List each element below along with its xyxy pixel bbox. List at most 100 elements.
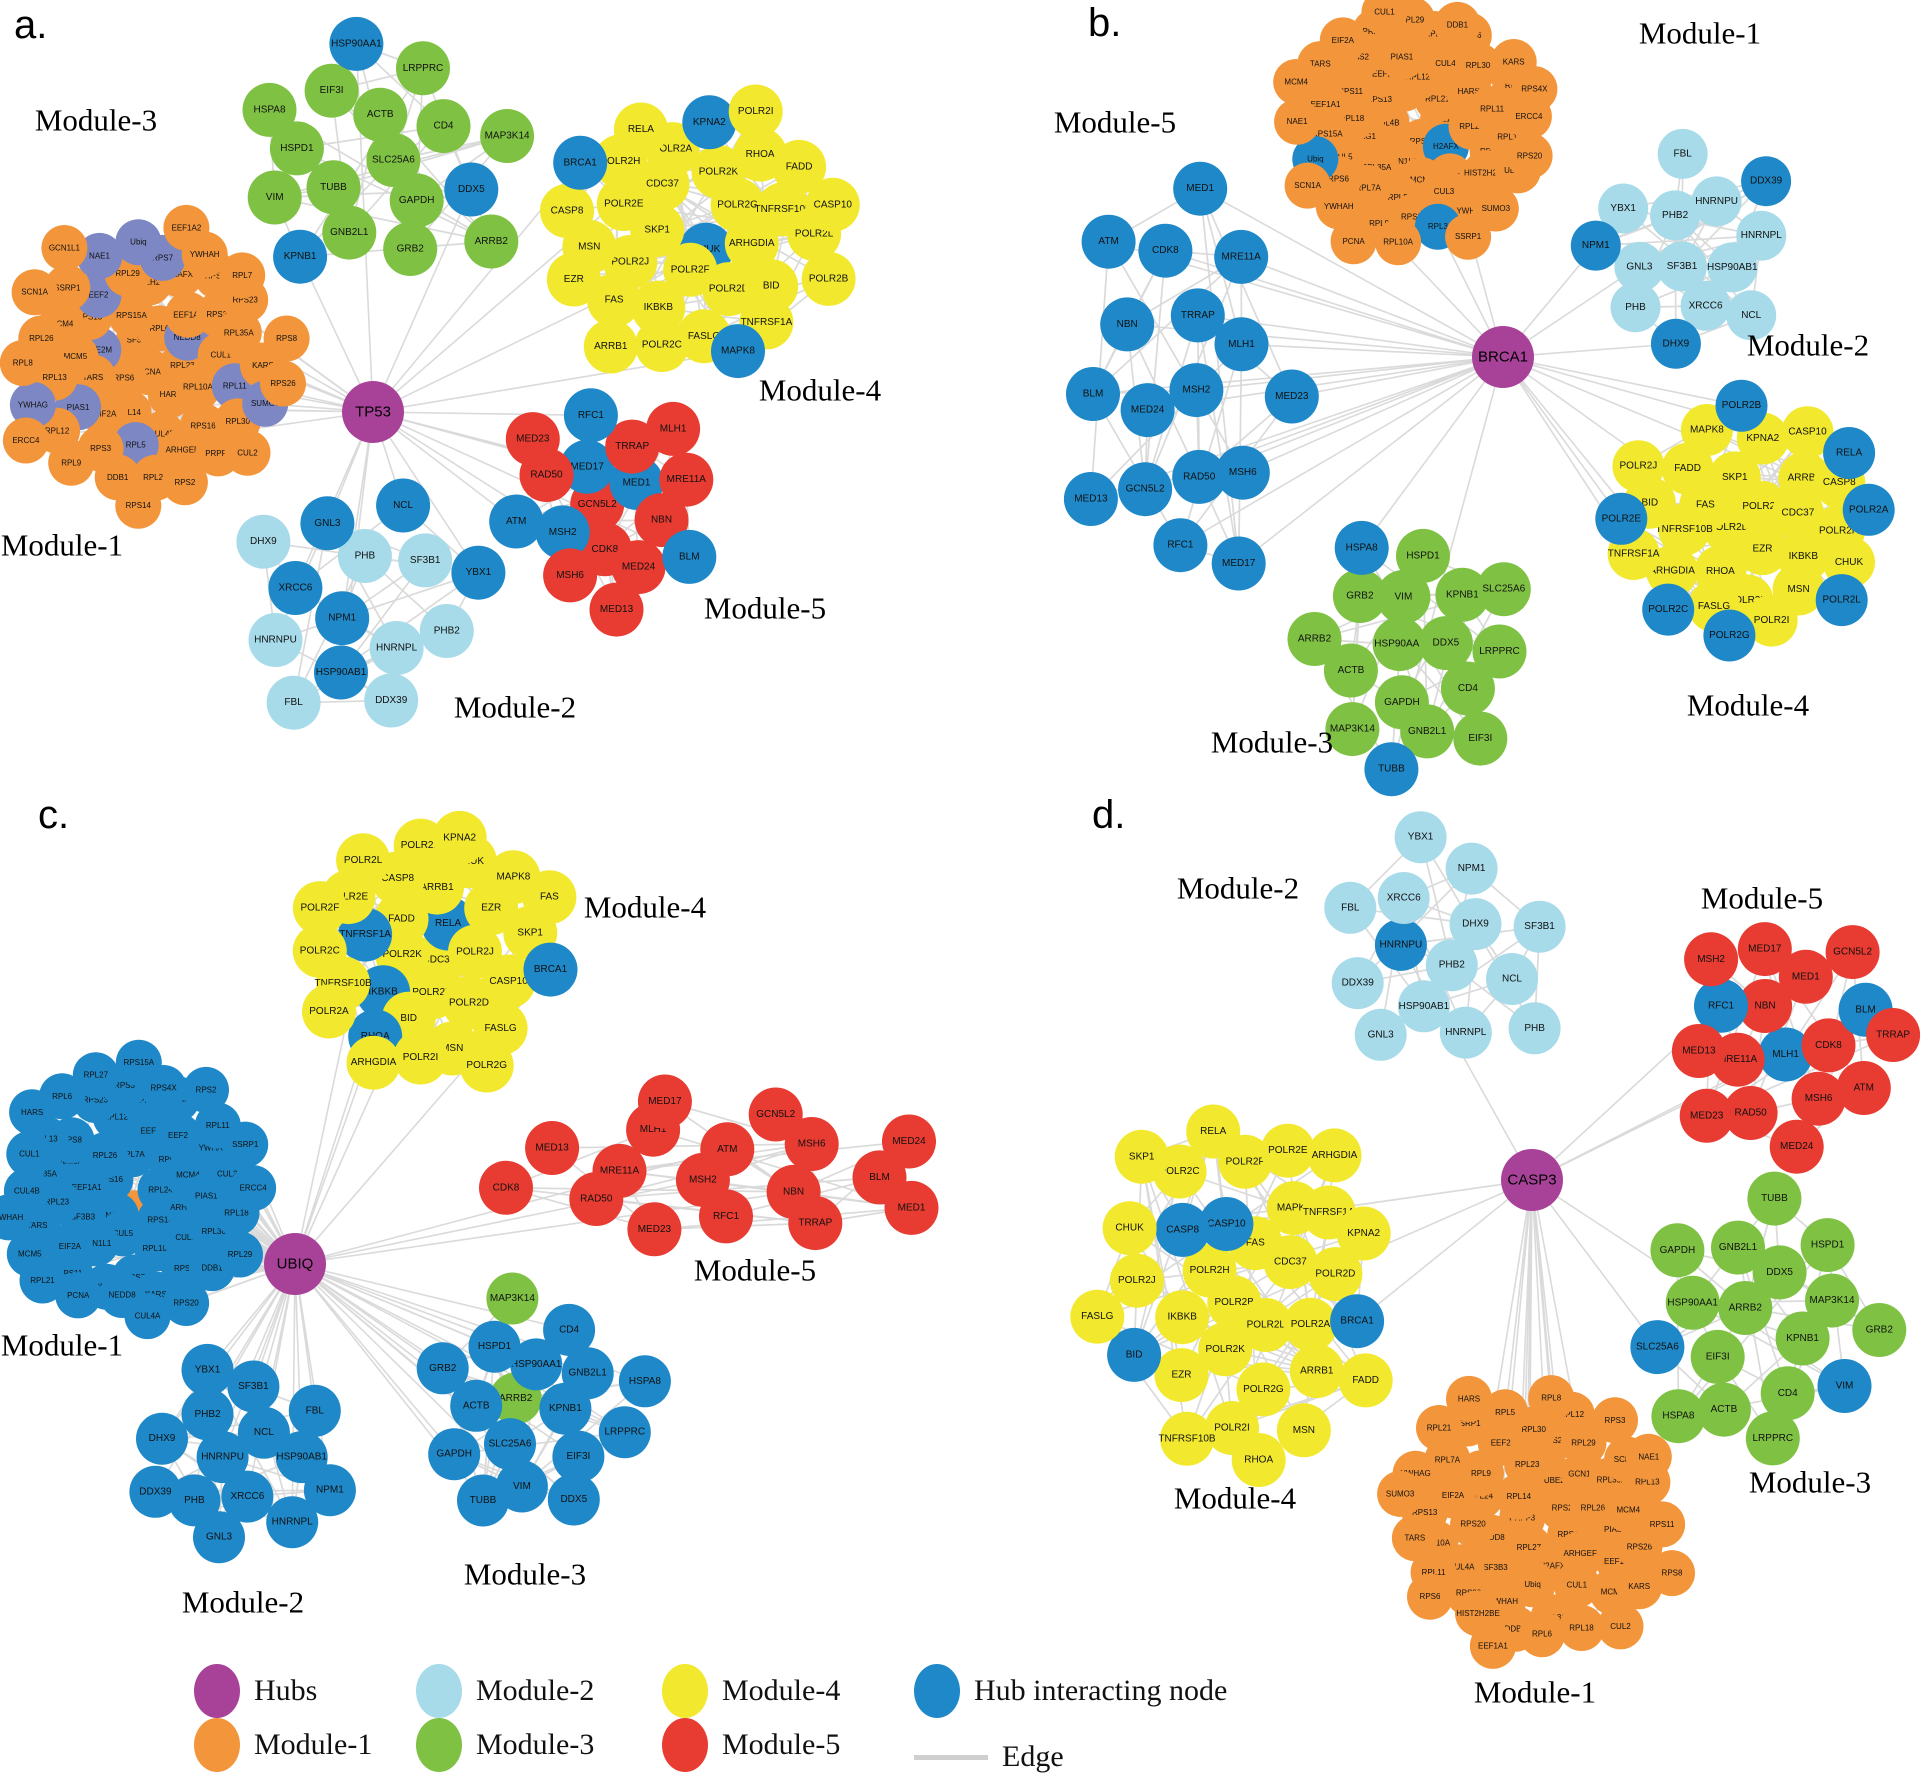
node-MCM4[interactable] [1273,59,1320,105]
node-CASP8[interactable] [1155,1202,1210,1257]
node-NAE1[interactable] [1625,1433,1672,1480]
node-CDK8[interactable] [1138,223,1193,278]
node-SKP1[interactable] [1114,1129,1169,1184]
node-TRRAP[interactable] [1866,1008,1921,1062]
node-TRRAP[interactable] [1170,288,1225,343]
node-RPS8[interactable] [1649,1550,1695,1597]
node-MSH6[interactable] [1215,445,1270,500]
node-ARRB1[interactable] [583,319,638,374]
node-GAPDH[interactable] [428,1428,481,1481]
node-VIM[interactable] [247,170,302,225]
node-KPNB1[interactable] [1435,567,1490,622]
node-NCL[interactable] [1486,953,1538,1005]
node-YBX1[interactable] [1598,183,1649,234]
node-POLR2F[interactable] [292,881,347,936]
node-FASLG[interactable] [1070,1289,1125,1344]
node-POLR2B[interactable] [1715,379,1768,432]
node-MED17[interactable] [1211,536,1266,591]
node-FADD[interactable] [1661,442,1714,495]
node-CUL1[interactable] [6,1131,53,1177]
node-HSPA8[interactable] [618,1355,671,1408]
node-HSPD1[interactable] [269,121,324,176]
node-TUBB[interactable] [306,160,361,215]
node-MSH2[interactable] [535,505,590,560]
node-MAP3K14[interactable] [1805,1273,1859,1328]
node-KPNA2[interactable] [1336,1206,1391,1261]
node-CUL1[interactable] [1361,0,1408,36]
node-GNB2L1[interactable] [1400,704,1455,759]
node-GAPDH[interactable] [1650,1223,1705,1278]
node-MED17[interactable] [560,439,615,494]
node-RAD50[interactable] [1723,1086,1778,1140]
node-NPM1[interactable] [303,1464,356,1517]
node-MRE11A[interactable] [1214,229,1269,284]
node-RPL8[interactable] [1528,1375,1575,1422]
node-RPL9[interactable] [48,439,95,486]
node-ACTB[interactable] [1323,643,1378,698]
node-ATM[interactable] [1836,1061,1891,1115]
node-YWHAH[interactable] [0,1194,32,1241]
node-PHB2[interactable] [1425,939,1478,992]
node-DDX5[interactable] [444,162,499,217]
node-HNRNPL[interactable] [1439,1006,1492,1059]
node-EEF1A1[interactable] [1469,1622,1516,1669]
node-EZR[interactable] [1154,1348,1209,1403]
node-MED1[interactable] [1778,949,1833,1004]
node-EIF3I[interactable] [552,1430,605,1483]
node-CDK8[interactable] [1801,1018,1856,1073]
node-GNB2L1[interactable] [561,1347,614,1400]
node-GRB2[interactable] [416,1342,469,1395]
node-HSPD1[interactable] [1396,528,1450,583]
node-MED23[interactable] [1679,1088,1734,1143]
node-CASP10[interactable] [481,954,536,1009]
node-MAP3K14[interactable] [480,109,535,163]
node-TUBB[interactable] [457,1474,509,1527]
node-XRCC6[interactable] [268,561,323,615]
node-CD4[interactable] [1440,661,1495,716]
node-MED17[interactable] [1737,922,1792,977]
node-RPL6[interactable] [1519,1611,1565,1658]
node-FAS[interactable] [587,273,642,328]
node-MSH6[interactable] [784,1117,839,1171]
node-MED13[interactable] [525,1121,580,1175]
node-BRCA1[interactable] [1330,1294,1385,1349]
node-CUL4A[interactable] [124,1293,171,1340]
node-POLR2J[interactable] [1109,1253,1164,1308]
node-MLH1[interactable] [646,401,701,456]
node-DDX5[interactable] [1752,1245,1807,1300]
node-GNL3[interactable] [1354,1008,1407,1061]
node-HNRNPU[interactable] [1374,918,1427,971]
node-ATM[interactable] [700,1122,755,1177]
node-ACTB[interactable] [353,87,408,142]
node-PHB[interactable] [168,1474,221,1527]
node-RPL10A[interactable] [174,364,221,411]
node-RELA[interactable] [1823,427,1876,479]
node-FBL[interactable] [1657,128,1708,179]
node-POLR2E[interactable] [1595,492,1648,545]
node-RPL18[interactable] [1558,1605,1605,1651]
node-POLR2A[interactable] [302,984,356,1039]
node-EEF1A2[interactable] [163,204,210,251]
node-POLR2D[interactable] [1308,1247,1363,1302]
node-MSH2[interactable] [1169,363,1224,418]
node-SLC25A6[interactable] [366,133,421,187]
node-PCNA[interactable] [1330,218,1377,265]
node-SF3B1[interactable] [227,1360,280,1413]
node-POLR2I[interactable] [393,1030,448,1085]
node-ATM[interactable] [1081,214,1136,269]
node-GNB2L1[interactable] [1711,1220,1765,1275]
node-DDX39[interactable] [129,1465,182,1518]
node-GNL3[interactable] [300,496,355,551]
hub-node-CASP3[interactable] [1501,1149,1563,1211]
node-DDX39[interactable] [364,673,419,728]
node-MLH1[interactable] [1214,317,1269,372]
node-GCN5L2[interactable] [748,1087,803,1142]
node-POLR2C[interactable] [292,923,347,978]
node-ARRB2[interactable] [464,214,519,269]
node-FBL[interactable] [288,1384,341,1437]
node-ACTB[interactable] [450,1379,503,1432]
node-PHB2[interactable] [181,1388,234,1441]
node-MAP3K14[interactable] [1325,702,1380,757]
node-HNRNPU[interactable] [1691,176,1742,227]
node-MED24[interactable] [1769,1119,1824,1174]
